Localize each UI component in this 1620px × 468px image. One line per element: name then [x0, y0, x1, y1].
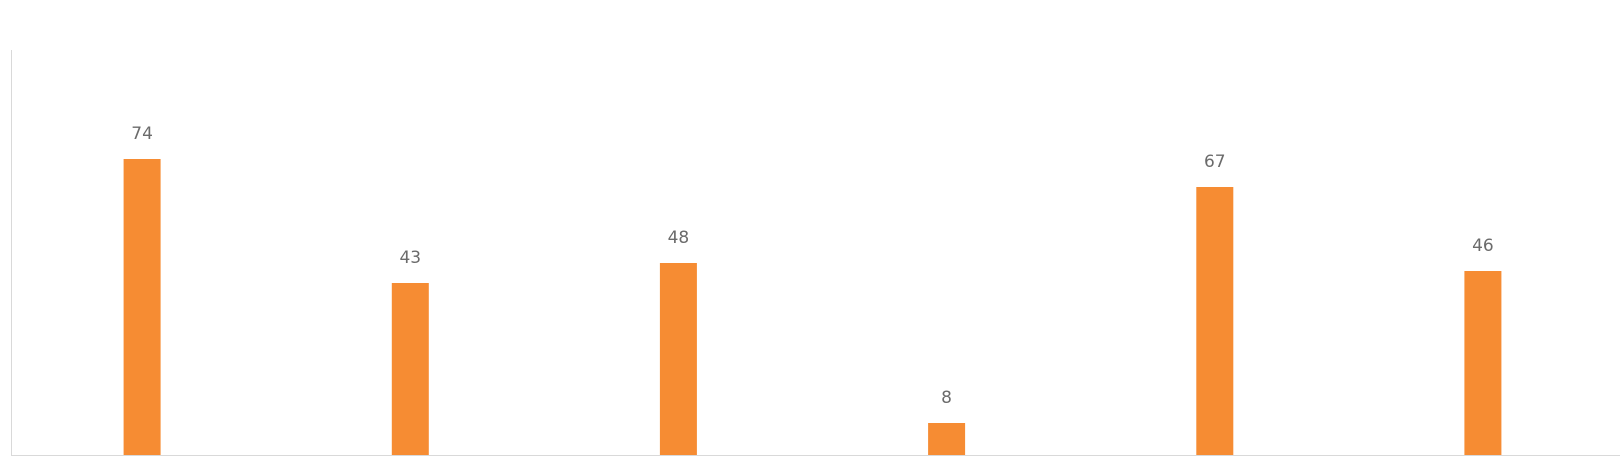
- bar-2: [391, 283, 429, 455]
- bar-4: [928, 423, 966, 455]
- data-label-6: 46: [1472, 236, 1494, 256]
- data-label-3: 48: [668, 228, 690, 248]
- data-label-4: 8: [941, 388, 952, 408]
- bars-group: [123, 159, 1502, 455]
- bar-6: [1464, 271, 1502, 455]
- bar-1: [123, 159, 161, 455]
- data-label-1: 74: [131, 124, 153, 144]
- data-label-5: 67: [1204, 152, 1226, 172]
- data-label-2: 43: [399, 248, 421, 268]
- data-labels-group: 74 43 48 8 67 46: [131, 124, 1493, 408]
- bar-3: [659, 263, 697, 455]
- bar-5: [1196, 187, 1234, 455]
